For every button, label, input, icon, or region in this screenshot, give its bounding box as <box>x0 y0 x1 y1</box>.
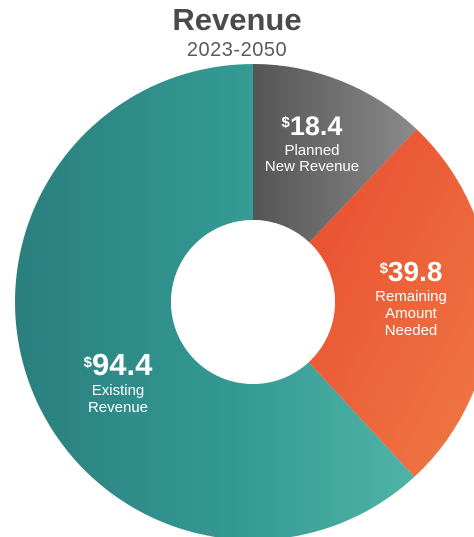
slice-value: 18.4 <box>290 111 343 141</box>
slice-value-label: $18.4 <box>282 111 343 141</box>
slice-category-label: Amount <box>385 305 438 322</box>
slice-category-label: Revenue <box>88 399 148 416</box>
slice-category-label: Planned <box>284 142 339 159</box>
slice-category-label: Existing <box>92 382 145 399</box>
donut-hole <box>171 220 335 384</box>
slice-category-label: Remaining <box>375 288 447 305</box>
slice-value: 39.8 <box>388 256 443 287</box>
donut-slice-remaining-amount-needed <box>308 129 474 477</box>
slice-value-label: $39.8 <box>380 256 443 287</box>
slice-value: 94.4 <box>92 347 153 382</box>
currency-symbol: $ <box>84 354 93 371</box>
currency-symbol: $ <box>282 114 291 131</box>
slice-value-label: $94.4 <box>84 347 153 382</box>
currency-symbol: $ <box>380 260 389 277</box>
chart-subtitle: 2023-2050 <box>186 39 288 61</box>
slice-category-label: Needed <box>385 322 438 339</box>
slice-category-label: New Revenue <box>265 158 359 175</box>
chart-title: Revenue <box>172 2 302 37</box>
donut-slice-existing-revenue <box>15 64 415 537</box>
donut-slice-planned-new-revenue <box>253 64 417 243</box>
